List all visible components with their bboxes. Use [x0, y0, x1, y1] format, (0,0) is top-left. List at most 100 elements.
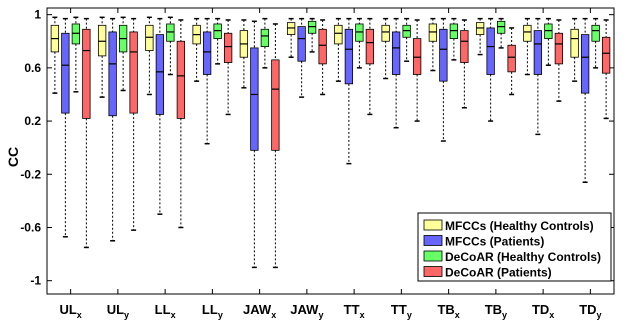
box-1	[486, 17, 495, 122]
box-iqr	[391, 31, 401, 75]
box-2	[449, 17, 459, 61]
legend-label: MFCCs (Patients)	[445, 235, 544, 249]
box-iqr	[523, 24, 532, 42]
box-iqr	[129, 31, 138, 114]
box-iqr	[145, 24, 154, 51]
y-axis-label: CC	[5, 147, 21, 167]
legend-label: DeCoAR (Patients)	[445, 266, 552, 280]
y-tick-label: 0.6	[24, 61, 41, 75]
x-tick-label-base: TT	[344, 302, 360, 317]
box-1	[580, 17, 590, 184]
box-iqr	[365, 28, 375, 65]
box-2	[213, 17, 222, 65]
x-tick-label: LLx	[155, 302, 176, 320]
box-3	[271, 23, 280, 269]
box-2	[355, 17, 364, 69]
box-3	[554, 19, 564, 102]
box-1	[533, 17, 543, 136]
x-tick-label-subscript: y	[597, 310, 602, 320]
x-tick-label-base: TB	[437, 302, 454, 317]
box-iqr	[318, 28, 327, 65]
x-tick-label: TTy	[391, 302, 412, 320]
x-tick-label-subscript: y	[407, 310, 412, 320]
box-3	[412, 19, 422, 122]
box-iqr	[71, 23, 81, 45]
box-0	[97, 16, 107, 98]
box-iqr	[344, 28, 354, 85]
box-1	[439, 17, 448, 142]
x-tick-label-subscript: x	[360, 310, 365, 320]
box-iqr	[355, 23, 364, 42]
box-1	[250, 20, 259, 269]
x-tick-label-subscript: y	[502, 310, 507, 320]
x-tick-label-subscript: x	[455, 310, 460, 320]
box-iqr	[202, 31, 212, 75]
box-0	[428, 17, 438, 72]
box-iqr	[61, 32, 70, 114]
box-iqr	[381, 24, 390, 42]
box-iqr	[570, 28, 579, 58]
legend-label: DeCoAR (Healthy Controls)	[445, 250, 601, 264]
y-tick-label: 1	[34, 8, 41, 22]
x-tick-label-subscript: x	[171, 310, 176, 320]
box-iqr	[297, 26, 306, 62]
box-iqr	[166, 23, 175, 42]
x-tick-label-base: JAW	[290, 302, 319, 317]
legend-swatch	[423, 250, 443, 262]
box-0	[475, 17, 485, 56]
box-3	[365, 17, 375, 116]
box-2	[307, 17, 317, 53]
x-tick-label: JAWy	[290, 302, 323, 320]
x-tick-label-subscript: y	[318, 310, 323, 320]
box-iqr	[223, 32, 233, 63]
x-tick-label-base: UL	[59, 302, 76, 317]
legend-label: MFCCs (Healthy Controls)	[445, 219, 594, 233]
box-iqr	[155, 34, 165, 115]
box-iqr	[402, 24, 411, 38]
box-0	[334, 17, 343, 82]
box-iqr	[580, 34, 590, 94]
x-tick-label-subscript: y	[218, 310, 223, 320]
x-tick-label: TDx	[532, 302, 554, 320]
box-3	[129, 17, 138, 231]
x-tick-label-base: TD	[579, 302, 596, 317]
box-iqr	[307, 20, 317, 34]
y-tick-label: -0.6	[20, 220, 41, 234]
box-iqr	[533, 30, 543, 75]
x-tick-label-subscript: y	[124, 310, 129, 320]
box-1	[297, 17, 306, 98]
x-tick-label: TDy	[579, 302, 601, 320]
box-iqr	[496, 20, 506, 34]
y-tick-label: 0.2	[24, 114, 41, 128]
box-3	[318, 19, 327, 96]
box-iqr	[439, 28, 448, 82]
x-tick-label: ULy	[107, 302, 129, 320]
box-0	[145, 16, 154, 96]
box-iqr	[97, 24, 107, 57]
legend-swatch	[423, 219, 443, 231]
legend-swatch	[423, 235, 443, 246]
x-tick-label-base: UL	[107, 302, 124, 317]
box-3	[223, 19, 233, 116]
box-1	[202, 17, 212, 145]
x-tick-label: TTx	[344, 302, 365, 320]
box-3	[82, 17, 91, 249]
x-tick-label: LLy	[202, 302, 223, 320]
x-tick-label-base: TD	[532, 302, 549, 317]
y-tick-label: -0.2	[20, 167, 41, 181]
box-iqr	[412, 38, 422, 75]
box-iqr	[334, 24, 343, 45]
box-iqr	[601, 36, 611, 74]
box-iqr	[460, 30, 469, 63]
box-1	[61, 17, 70, 238]
legend-box	[417, 212, 612, 282]
box-iqr	[449, 23, 459, 39]
box-2	[71, 16, 81, 93]
box-2	[260, 17, 270, 69]
box-iqr	[250, 47, 259, 151]
box-2	[166, 16, 175, 76]
box-iqr	[475, 22, 485, 36]
box-iqr	[260, 28, 270, 47]
